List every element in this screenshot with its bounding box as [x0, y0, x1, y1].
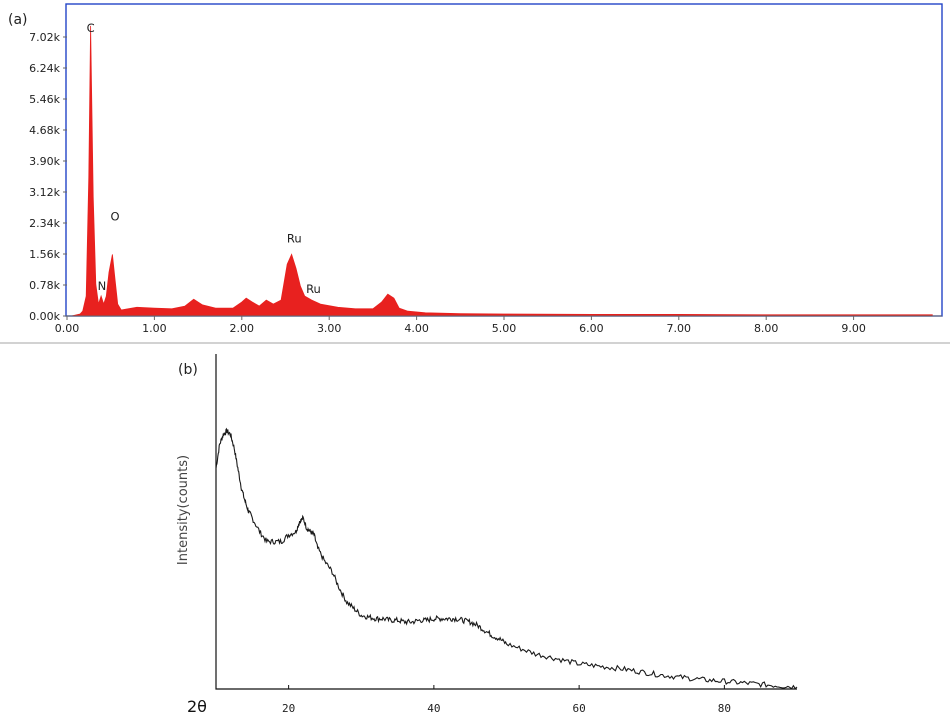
- x-tick-label-a: 5.00: [492, 322, 517, 335]
- y-tick-label-a: 6.24k: [29, 62, 60, 75]
- x-tick-label-b: 60: [573, 702, 586, 715]
- xrd-pattern-line: [215, 427, 798, 690]
- y-tick-label-a: 7.02k: [29, 31, 60, 44]
- peak-label: Ru: [306, 282, 321, 296]
- peak-label: Ru: [287, 231, 302, 245]
- y-tick-label-a: 3.12k: [29, 186, 60, 199]
- y-tick-label-a: 5.46k: [29, 93, 60, 106]
- y-tick-label-a: 3.90k: [29, 155, 60, 168]
- x-tick-label-b: 20: [282, 702, 295, 715]
- x-tick-label-a: 7.00: [667, 322, 692, 335]
- y-ticks-a: 0.00k 0.78k 1.56k 2.34k 3.12k 3.90k 4.68k 5.46k…: [29, 31, 67, 323]
- peak-annotations: C O N Ru Ru: [87, 21, 321, 296]
- plot-axes-b: [215, 354, 797, 690]
- plot-frame-a: [65, 3, 943, 317]
- y-tick-label-a: 2.34k: [29, 217, 60, 230]
- x-tick-label-a: 4.00: [404, 322, 429, 335]
- y-tick-label-a: 0.00k: [29, 310, 60, 323]
- x-tick-label-a: 3.00: [317, 322, 342, 335]
- x-tick-label-b: 40: [427, 702, 440, 715]
- x-axis-label-b: 2θ: [187, 697, 207, 716]
- y-tick-label-a: 0.78k: [29, 279, 60, 292]
- x-tick-label-b: 80: [718, 702, 731, 715]
- x-tick-label-a: 0.00: [55, 322, 80, 335]
- peak-label: C: [87, 21, 95, 35]
- y-tick-label-a: 4.68k: [29, 124, 60, 137]
- panel-a-label: (a): [8, 12, 28, 28]
- eds-spectrum-panel: (a) 0.00k 0.78k 1.56k 2.34k 3.12k 3.90k 4.68k 5…: [8, 3, 943, 335]
- panel-b-label: (b): [178, 362, 198, 378]
- x-tick-label-a: 9.00: [841, 322, 866, 335]
- eds-spectrum-area: [71, 25, 933, 317]
- x-ticks-b: 20 40 60 80: [282, 685, 731, 715]
- y-axis-label-b: Intensity(counts): [176, 455, 191, 565]
- peak-label: N: [98, 279, 107, 293]
- x-tick-label-a: 8.00: [754, 322, 779, 335]
- x-tick-label-a: 2.00: [230, 322, 255, 335]
- x-tick-label-a: 6.00: [579, 322, 604, 335]
- y-tick-label-a: 1.56k: [29, 248, 60, 261]
- x-tick-label-a: 1.00: [142, 322, 167, 335]
- peak-label: O: [111, 210, 120, 224]
- xrd-pattern-panel: (b) Intensity(counts) 20 40 60 80 2θ: [176, 354, 798, 716]
- x-ticks-a: 0.00 1.00 2.00 3.00 4.00 5.00 6.00 7.00 8.00 9.00: [55, 316, 866, 335]
